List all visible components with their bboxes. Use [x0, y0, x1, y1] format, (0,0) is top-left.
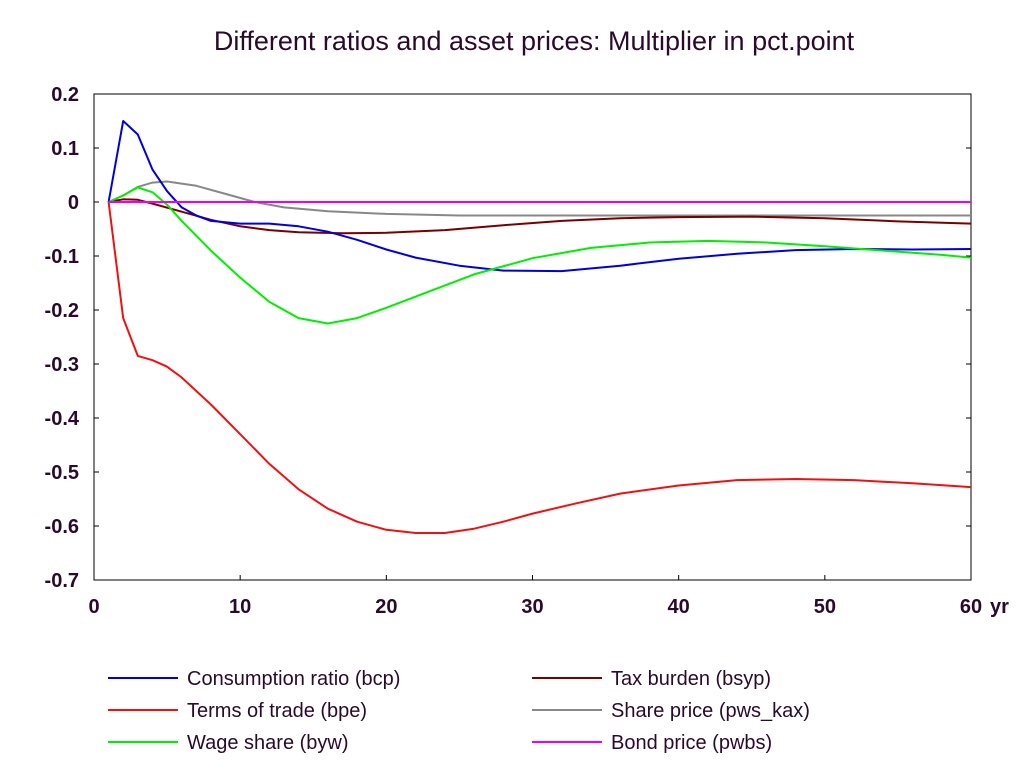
series-lines — [107, 120, 972, 534]
x-unit-label: yr — [990, 596, 1009, 618]
series-line-2 — [108, 186, 972, 325]
x-tick-label: 30 — [521, 596, 543, 618]
legend-label: Wage share (byw) — [187, 732, 349, 754]
x-tick-label: 0 — [88, 596, 99, 618]
series-line-1 — [107, 201, 972, 534]
series-line-3 — [108, 198, 972, 235]
legend-label: Tax burden (bsyp) — [611, 668, 771, 690]
y-tick-label: 0.1 — [51, 138, 79, 160]
y-tick-label: 0 — [68, 192, 79, 214]
y-axis: 0.2 0.1 0 -0.1 -0.2 -0.3 -0.4 -0.5 -0.6 -0.7 — [45, 84, 971, 592]
y-tick-label: -0.6 — [45, 516, 79, 538]
legend-label: Consumption ratio (bcp) — [187, 668, 400, 690]
legend-label: Share price (pws_kax) — [611, 700, 810, 722]
legend-label: Bond price (pwbs) — [611, 732, 772, 754]
y-tick-label: 0.2 — [51, 84, 79, 106]
chart-title: Different ratios and asset prices: Multi… — [214, 26, 855, 56]
legend: Consumption ratio (bcp) Terms of trade (b… — [108, 668, 810, 754]
x-tick-label: 20 — [375, 596, 397, 618]
y-tick-label: -0.5 — [45, 462, 79, 484]
x-tick-label: 10 — [229, 596, 251, 618]
y-tick-label: -0.4 — [45, 408, 80, 430]
series-line-0 — [107, 120, 972, 273]
x-tick-label: 60 — [960, 596, 982, 618]
x-tick-label: 40 — [668, 596, 690, 618]
y-tick-label: -0.7 — [45, 570, 79, 592]
x-tick-label: 50 — [814, 596, 836, 618]
y-tick-label: -0.3 — [45, 354, 79, 376]
series-line-4 — [108, 180, 971, 217]
y-tick-label: -0.1 — [45, 246, 79, 268]
legend-label: Terms of trade (bpe) — [187, 700, 367, 722]
x-axis: 0 10 20 30 40 50 60 yr — [88, 575, 1009, 618]
y-tick-label: -0.2 — [45, 300, 79, 322]
plot-frame — [93, 93, 972, 581]
